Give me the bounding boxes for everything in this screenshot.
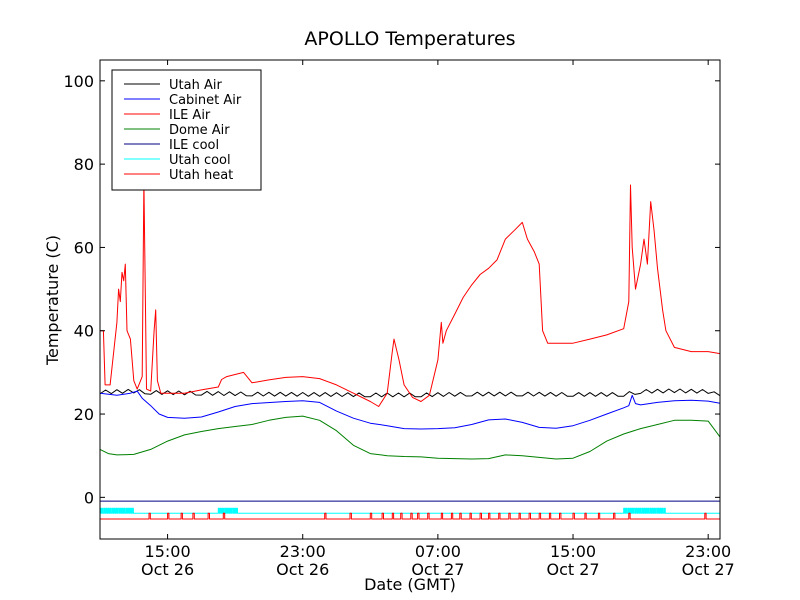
- x-tick-time-label: 15:00: [145, 542, 191, 561]
- legend-label-utah-air: Utah Air: [169, 78, 222, 93]
- plot-area-frame: [99, 59, 721, 540]
- legend-label-cabinet-air: Cabinet Air: [169, 93, 242, 108]
- y-axis-label: Temperature (C): [43, 235, 62, 366]
- y-tick-label: 20: [74, 405, 94, 424]
- y-tick-label: 100: [63, 72, 94, 91]
- legend-label-ile-cool: ILE cool: [169, 138, 219, 153]
- x-tick-date-label: Oct 26: [276, 560, 329, 579]
- x-tick-date-label: Oct 27: [411, 560, 464, 579]
- y-tick-label: 80: [74, 155, 94, 174]
- x-tick-time-label: 07:00: [415, 542, 461, 561]
- y-tick-label: 0: [84, 488, 94, 507]
- series-line-cabinet-air: [100, 390, 720, 430]
- x-tick-date-label: Oct 26: [141, 560, 194, 579]
- series-line-dome-air: [100, 415, 720, 460]
- x-tick-date-label: Oct 27: [546, 560, 599, 579]
- legend-box: [111, 69, 262, 191]
- legend-label-dome-air: Dome Air: [169, 123, 230, 138]
- series-line-utah-heat: [100, 512, 720, 520]
- x-tick-time-label: 23:00: [280, 542, 326, 561]
- x-tick-date-label: Oct 27: [682, 560, 735, 579]
- series-line-utah-cool: [100, 507, 720, 514]
- y-tick-label: 60: [74, 238, 94, 257]
- x-axis-label: Date (GMT): [364, 575, 456, 594]
- y-tick-label: 40: [74, 322, 94, 341]
- legend-label-utah-heat: Utah heat: [169, 168, 233, 183]
- legend-label-utah-cool: Utah cool: [169, 153, 231, 168]
- x-tick-time-label: 23:00: [685, 542, 731, 561]
- x-tick-time-label: 15:00: [550, 542, 596, 561]
- legend-label-ile-air: ILE Air: [169, 108, 211, 123]
- chart-title: APOLLO Temperatures: [304, 28, 515, 50]
- series-line-ile-air: [100, 180, 720, 407]
